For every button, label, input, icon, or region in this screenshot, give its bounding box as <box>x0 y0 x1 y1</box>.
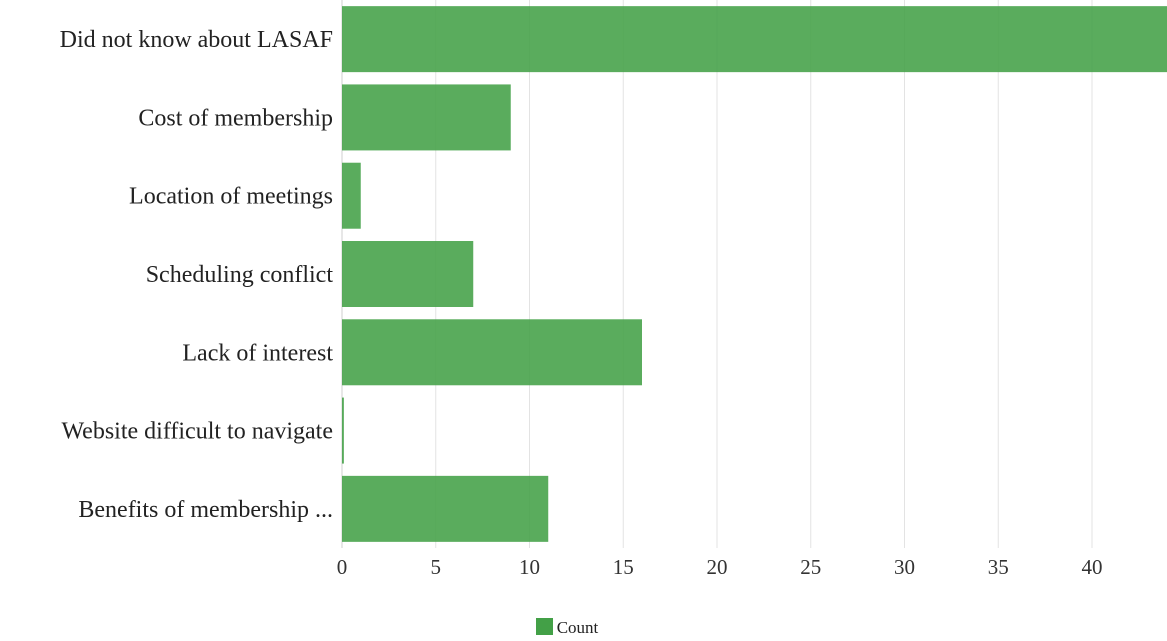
legend-label-count: Count <box>556 618 599 637</box>
x-axis-ticks: 0 5 10 15 20 25 30 35 40 <box>337 555 1103 579</box>
bar-4[interactable] <box>342 319 642 386</box>
category-label-2: Location of meetings <box>129 184 333 210</box>
x-tick-label-15: 15 <box>613 555 634 579</box>
x-tick-label-10: 10 <box>519 555 540 579</box>
x-tick-label-30: 30 <box>894 555 915 579</box>
bar-2[interactable] <box>342 162 361 229</box>
bar-3[interactable] <box>342 241 474 307</box>
x-tick-label-0: 0 <box>337 555 348 579</box>
x-tick-label-25: 25 <box>800 555 821 579</box>
legend-swatch-count <box>535 618 553 635</box>
x-tick-label-35: 35 <box>988 555 1009 579</box>
bar-6[interactable] <box>342 475 549 542</box>
legend[interactable]: Count <box>0 618 1134 638</box>
bar-0[interactable] <box>342 6 1167 73</box>
bar-1[interactable] <box>342 84 511 151</box>
category-labels: Did not know about LASAF Cost of membersh… <box>60 27 334 523</box>
bars <box>342 6 1167 542</box>
bar-5[interactable] <box>342 397 344 464</box>
category-label-0: Did not know about LASAF <box>60 27 333 53</box>
category-label-1: Cost of membership <box>138 105 333 131</box>
category-label-3: Scheduling conflict <box>146 262 334 288</box>
category-label-6: Benefits of membership ... <box>78 497 333 523</box>
x-tick-label-5: 5 <box>431 555 442 579</box>
x-tick-label-40: 40 <box>1082 555 1103 579</box>
category-label-5: Website difficult to navigate <box>61 419 333 445</box>
x-tick-label-20: 20 <box>707 555 728 579</box>
category-label-4: Lack of interest <box>182 340 333 366</box>
